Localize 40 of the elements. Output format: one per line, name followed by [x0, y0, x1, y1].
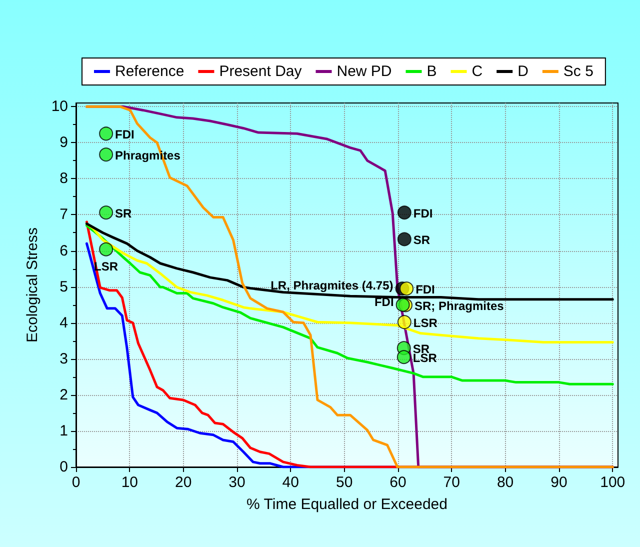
annotation: LR, Phragmites (4.75) [270, 278, 394, 293]
annotation: SR; Phragmites [414, 299, 504, 314]
y-tick-label: 7 [60, 206, 68, 224]
x-tick-label: 40 [282, 474, 299, 491]
legend-label: C [472, 63, 483, 80]
legend-label: Sc 5 [563, 63, 594, 80]
annotation: FDI [374, 294, 394, 309]
y-tick-label: 3 [60, 350, 68, 368]
y-tick-label: 10 [51, 98, 68, 116]
x-tick-label: 80 [496, 474, 514, 491]
legend-label: D [518, 63, 529, 80]
x-tick-label: 100 [600, 474, 626, 491]
y-tick-label: 4 [60, 314, 68, 332]
annotation: FDI [115, 128, 134, 142]
annotation: LSR [413, 316, 438, 330]
y-tick-label: 0 [60, 458, 68, 476]
x-tick-label: 90 [550, 474, 568, 491]
x-tick-label: 50 [336, 474, 353, 491]
annotation: FDI [413, 206, 433, 221]
y-tick-label: 5 [60, 278, 68, 296]
y-tick-label: 8 [60, 170, 68, 188]
legend-label: Reference [115, 63, 184, 80]
annotation: FDI [416, 282, 435, 297]
y-tick-label: 1 [60, 422, 68, 440]
legend-label: New PD [336, 63, 392, 80]
x-tick-label: 70 [443, 474, 460, 491]
y-axis-title: Ecological Stress [24, 227, 41, 343]
y-tick-label: 9 [60, 134, 68, 152]
annotation: SR [413, 233, 430, 248]
legend-label: B [426, 63, 437, 80]
legend-label: Present Day [219, 63, 302, 80]
x-axis-title: % Time Equalled or Exceeded [246, 496, 448, 513]
x-tick-label: 20 [174, 474, 192, 491]
x-tick-label: 30 [228, 474, 246, 491]
annotation: SR [115, 206, 132, 221]
y-tick-label: 2 [60, 386, 68, 404]
y-tick-label: 6 [60, 242, 68, 260]
x-tick-label: 0 [72, 474, 80, 491]
x-tick-label: 10 [121, 474, 138, 491]
x-tick-label: 60 [390, 474, 406, 491]
